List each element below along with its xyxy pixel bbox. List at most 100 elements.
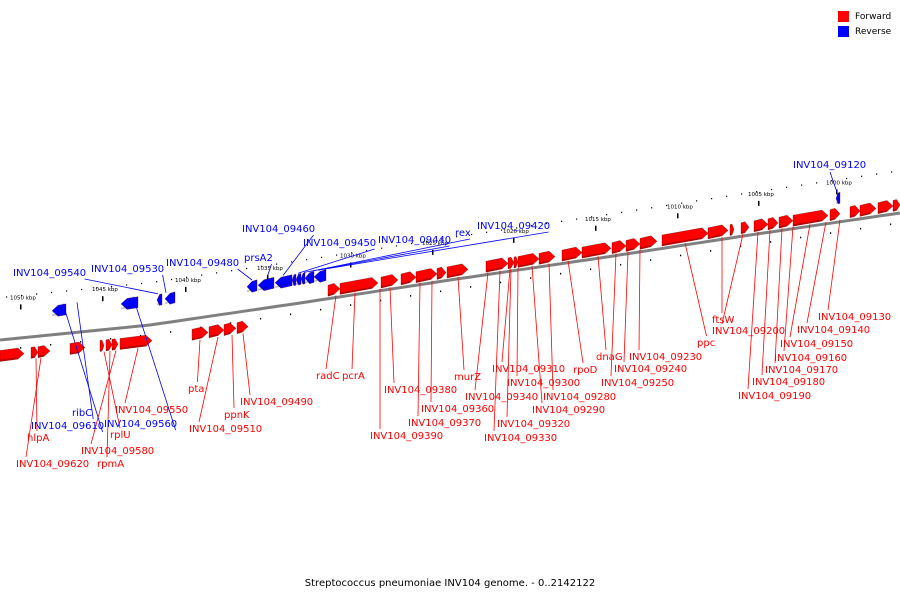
scale-dot: [501, 229, 503, 231]
gene-label: INV104_09330: [484, 433, 557, 444]
gene-leader-line: [351, 292, 356, 370]
scale-minor-dot: [560, 272, 562, 275]
scale-dot: [666, 204, 668, 207]
gene-label: INV104_09130: [818, 312, 891, 323]
scale-minor-dot: [380, 299, 382, 302]
gene-arrow-shadow: [164, 301, 171, 305]
gene-arrow: [339, 277, 379, 295]
gene-leader-line: [124, 348, 139, 404]
gene-label: murZ: [454, 372, 481, 383]
gene-label: dnaG: [596, 352, 623, 363]
scale-dot: [111, 285, 113, 288]
scale-major-tick: [185, 286, 187, 292]
gene-arrow: [778, 215, 794, 229]
scale-minor-dot: [680, 254, 682, 257]
scale-minor-dot: [860, 227, 862, 230]
scale-label: 1010 kbp: [667, 204, 693, 210]
gene-leader-line: [84, 278, 159, 295]
scale-dot: [366, 249, 368, 252]
scale-minor-dot: [650, 259, 652, 261]
scale-dot: [186, 276, 188, 278]
scale-dot: [51, 291, 53, 294]
scale-dot: [261, 265, 263, 267]
scale-minor-dot: [530, 277, 532, 279]
gene-label: INV104_09370: [408, 418, 481, 429]
scale-dot: [561, 220, 563, 222]
gene-arrow: [208, 324, 225, 338]
scale-dot: [126, 284, 128, 286]
gene-leader-line: [827, 219, 841, 311]
gene-arrow: [446, 263, 469, 279]
gene-leader-line: [76, 302, 94, 420]
scale-major-tick: [432, 249, 434, 255]
gene-arrow-shadow: [51, 313, 61, 317]
gene-leader-line: [597, 256, 607, 351]
scale-dot: [246, 267, 248, 270]
scale-dot: [441, 238, 443, 240]
scale-label: 1040 kbp: [175, 278, 201, 284]
gene-leader-line: [325, 295, 337, 370]
gene-arrow: [37, 345, 51, 358]
scale-dot: [411, 243, 413, 245]
gene-arrow-shadow: [581, 252, 606, 258]
scale-dot: [141, 282, 143, 285]
gene-label: INV104_09320: [497, 419, 570, 430]
gene-arrow: [156, 293, 163, 306]
gene-arrow: [191, 326, 209, 341]
gene-arrow-shadow: [304, 280, 310, 284]
gene-label: rpmA: [97, 459, 124, 470]
gene-arrow-shadow: [661, 237, 703, 246]
scale-minor-dot: [80, 341, 82, 343]
gene-leader-line: [25, 357, 42, 458]
gene-leader-line: [684, 242, 707, 337]
gene-label: INV104_09280: [543, 392, 616, 403]
scale-minor-dot: [20, 347, 22, 349]
gene-label: INV104_09230: [629, 352, 702, 363]
scale-minor-dot: [500, 281, 502, 284]
gene-arrow: [485, 257, 509, 273]
gene-leader-line: [516, 267, 519, 377]
gene-leader-line: [638, 249, 641, 351]
gene-arrow-shadow: [729, 233, 733, 236]
gene-arrow-shadow: [436, 276, 442, 280]
gene-leader-line: [297, 248, 375, 274]
gene-arrow: [327, 283, 341, 297]
gene-label: INV104_09250: [601, 378, 674, 389]
scale-dot: [891, 171, 893, 173]
scale-dot: [591, 216, 593, 218]
gene-leader-line: [103, 351, 121, 429]
gene-leader-line: [35, 358, 38, 432]
scale-dot: [711, 198, 713, 200]
scale-dot: [291, 261, 293, 263]
scale-label: 1015 kbp: [585, 217, 611, 223]
gene-label: INV104_09150: [780, 339, 853, 350]
gene-arrow-shadow: [778, 224, 788, 228]
gene-label: INV104_09490: [240, 397, 313, 408]
gene-arrow-shadow: [740, 230, 746, 234]
gene-arrow: [111, 338, 119, 351]
scale-minor-dot: [410, 295, 412, 297]
genome-caption: Streptococcus pneumoniae INV104 genome. …: [304, 578, 596, 589]
scale-minor-dot: [440, 290, 442, 293]
gene-arrow: [753, 218, 769, 233]
gene-label: rplU: [110, 430, 131, 441]
gene-leader-line: [90, 350, 117, 445]
gene-leader-line: [162, 274, 167, 293]
scale-dot: [6, 296, 8, 298]
gene-label: INV104_09440: [378, 235, 451, 246]
gene-leader-line: [430, 280, 433, 403]
scale-dot: [696, 200, 698, 202]
scale-major-tick: [513, 237, 515, 243]
gene-label: rpoD: [573, 365, 598, 376]
gene-leader-line: [237, 268, 253, 281]
gene-label: INV104_09310: [492, 364, 565, 375]
scale-label: 1045 kbp: [92, 287, 118, 293]
gene-arrow-shadow: [753, 228, 763, 232]
gene-arrow-shadow: [37, 354, 45, 358]
scale-dot: [66, 290, 68, 292]
gene-label: INV104_09460: [242, 224, 315, 235]
gene-leader-line: [266, 263, 272, 278]
gene-leader-line: [474, 272, 489, 391]
scale-major-tick: [677, 213, 679, 219]
gene-arrow: [707, 224, 729, 240]
